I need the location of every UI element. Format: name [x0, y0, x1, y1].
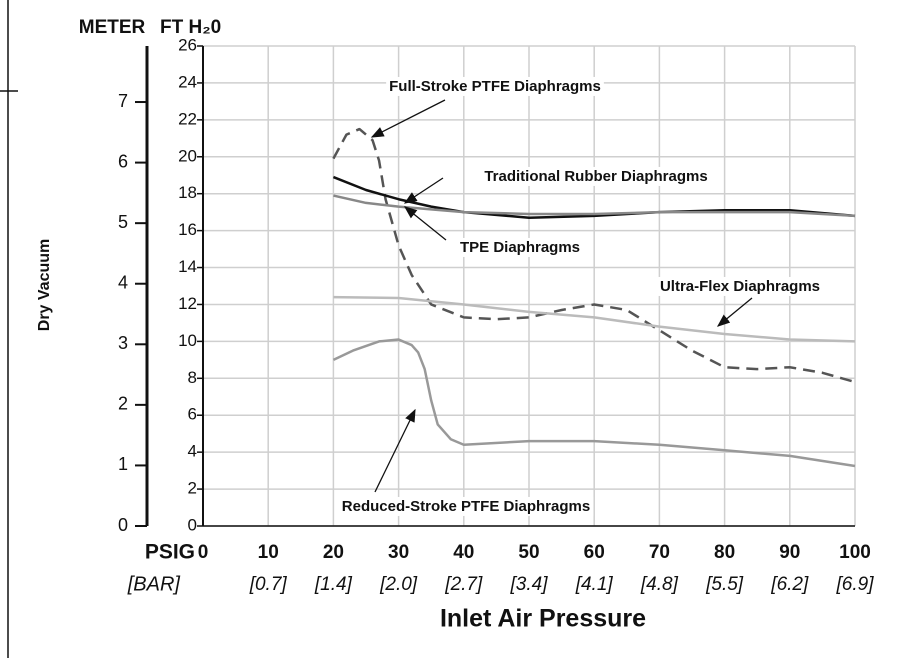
- x-tick-label: 50: [518, 542, 539, 563]
- label-bg: [386, 76, 604, 96]
- series-line: [333, 194, 856, 218]
- x2-tick-label: [4.8]: [640, 574, 679, 595]
- chart-title: Inlet Air Pressure: [440, 605, 646, 633]
- x-tick-label: 80: [714, 542, 735, 563]
- y-unit: FT H₂0: [160, 17, 221, 38]
- y2-tick-label: 4: [118, 272, 128, 292]
- x2-tick-label: [3.4]: [510, 574, 549, 595]
- y-tick-label: 6: [188, 405, 197, 424]
- x-tick-label: 90: [779, 542, 800, 563]
- y-tick-label: 10: [178, 331, 197, 350]
- label-bg: [338, 496, 594, 516]
- x2-tick-label: [0.7]: [249, 574, 288, 595]
- x2-tick-label: [5.5]: [705, 574, 744, 595]
- y-tick-label: 24: [178, 72, 197, 91]
- x-tick-label: 10: [258, 542, 279, 563]
- y-tick-label: 0: [188, 515, 197, 534]
- label-bg: [456, 237, 584, 257]
- y-axis-title: Dry Vacuum: [36, 239, 53, 331]
- x-tick-label: 0: [198, 542, 209, 563]
- annotation-arrow: [403, 206, 447, 241]
- annotation-arrow: [374, 408, 416, 493]
- y-tick-label: 20: [178, 146, 197, 165]
- x2-tick-label: [1.4]: [314, 574, 353, 595]
- y-tick-label: 26: [178, 35, 197, 54]
- y-tick-label: 2: [188, 479, 197, 498]
- x2-tick-label: [6.9]: [836, 574, 875, 595]
- x2-tick-label: [4.1]: [575, 574, 614, 595]
- series-label: Full-Stroke PTFE Diaphragms: [389, 78, 601, 95]
- y-tick-label: 8: [188, 368, 197, 387]
- x2-unit: [BAR]: [127, 573, 181, 595]
- series-line: [332, 338, 856, 468]
- y-tick-label: 4: [188, 442, 197, 461]
- y-tick-label: 16: [178, 220, 197, 239]
- y2-tick-label: 7: [118, 91, 128, 111]
- x-tick-label: 30: [388, 542, 409, 563]
- x2-tick-label: [6.2]: [770, 574, 809, 595]
- y2-tick-label: 0: [118, 515, 128, 535]
- y2-tick-label: 6: [118, 151, 128, 171]
- x2-tick-label: [2.7]: [444, 574, 483, 595]
- y2-unit: METER: [79, 17, 146, 38]
- y2-tick-label: 1: [118, 454, 128, 474]
- x-tick-label: 100: [839, 542, 871, 563]
- label-bg: [656, 276, 824, 296]
- series-label: Traditional Rubber Diaphragms: [484, 168, 707, 185]
- y2-tick-label: 2: [118, 394, 128, 414]
- annotation-arrow: [403, 177, 444, 204]
- y-tick-label: 12: [178, 294, 197, 313]
- series-line: [332, 175, 856, 219]
- y2-tick-label: 5: [118, 212, 128, 232]
- series-line: [333, 295, 856, 343]
- y-tick-label: 22: [178, 109, 197, 128]
- annotation-arrow: [716, 297, 753, 327]
- series-label: Reduced-Stroke PTFE Diaphragms: [342, 498, 590, 515]
- annotation-arrow: [370, 99, 446, 138]
- x-tick-label: 20: [323, 542, 344, 563]
- x-tick-label: 40: [453, 542, 474, 563]
- label-bg: [481, 166, 711, 186]
- x2-tick-label: [2.0]: [379, 574, 418, 595]
- series-label: TPE Diaphragms: [460, 239, 580, 256]
- y-tick-label: 14: [178, 257, 197, 276]
- x-tick-label: 60: [584, 542, 605, 563]
- x-tick-label: 70: [649, 542, 670, 563]
- x-unit: PSIG: [145, 541, 195, 564]
- y2-tick-label: 3: [118, 333, 128, 353]
- y-tick-label: 18: [178, 183, 197, 202]
- series-label: Ultra-Flex Diaphragms: [660, 278, 820, 295]
